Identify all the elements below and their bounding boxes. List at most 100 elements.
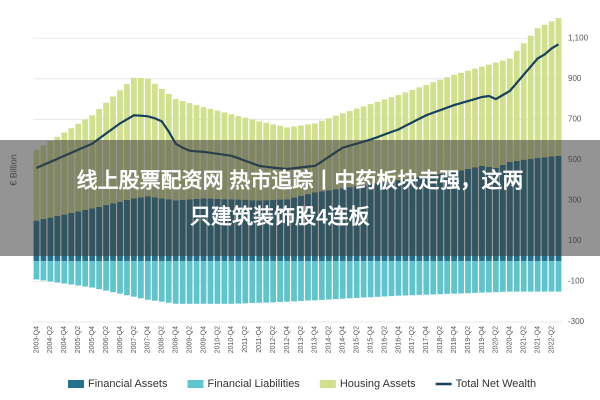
bar: [61, 261, 68, 284]
bar: [409, 261, 416, 296]
bar: [193, 261, 200, 304]
bar: [165, 261, 172, 303]
overlay-text: 只建筑装饰股4连板: [190, 205, 371, 229]
bar: [555, 18, 562, 156]
bar: [138, 261, 144, 299]
bar: [444, 77, 451, 174]
bar: [256, 261, 263, 303]
bar: [444, 261, 451, 294]
x-tick-label: 2014-Q2: [326, 326, 333, 353]
x-tick-label: 2004-Q2: [47, 326, 54, 353]
bar: [144, 261, 151, 300]
bar: [492, 62, 499, 168]
bar: [131, 77, 137, 199]
bar: [541, 261, 548, 292]
bar: [513, 50, 520, 161]
bar: [458, 261, 464, 294]
bar: [200, 261, 207, 304]
y-tick-label: 1,100: [568, 33, 589, 42]
legend-swatch: [319, 380, 336, 388]
bar: [423, 261, 430, 295]
x-tick-label: 2011-Q2: [242, 326, 249, 353]
bar: [263, 261, 270, 303]
x-tick-label: 2012-Q4: [284, 326, 291, 353]
x-tick-label: 2019-Q4: [479, 326, 486, 353]
bar: [527, 261, 534, 292]
x-tick-label: 2009-Q2: [186, 326, 193, 353]
bar: [298, 261, 304, 301]
x-tick-label: 2022-Q2: [548, 326, 555, 353]
y-tick-label: -300: [568, 317, 585, 326]
bar: [451, 74, 457, 173]
bar: [416, 261, 423, 295]
bar: [249, 261, 256, 303]
x-tick-label: 2010-Q4: [228, 326, 235, 353]
bar: [305, 261, 311, 301]
bar: [513, 261, 520, 292]
bar: [89, 261, 96, 288]
bar: [534, 261, 541, 292]
bar: [381, 261, 388, 297]
bar: [214, 261, 221, 304]
x-tick-label: 2008-Q2: [159, 326, 166, 353]
bar: [423, 84, 430, 177]
bar: [47, 261, 54, 282]
bar: [451, 261, 457, 294]
bar: [479, 261, 485, 293]
bar: [110, 261, 116, 293]
bar: [332, 261, 339, 300]
bar: [318, 261, 325, 300]
x-tick-label: 2016-Q2: [381, 326, 388, 353]
bar: [228, 261, 235, 304]
x-tick-label: 2020-Q2: [493, 326, 500, 353]
bar: [144, 78, 151, 197]
bar: [486, 64, 492, 167]
bar: [33, 261, 40, 280]
x-tick-label: 2015-Q2: [354, 326, 361, 353]
legend-swatch: [187, 380, 204, 388]
x-tick-label: 2019-Q2: [465, 326, 472, 353]
bar: [472, 68, 478, 168]
x-tick-label: 2021-Q2: [521, 326, 528, 353]
bar: [479, 66, 485, 166]
bar: [179, 261, 186, 304]
bar: [527, 35, 534, 159]
bar: [367, 261, 374, 298]
bar: [465, 261, 471, 294]
bar: [402, 261, 409, 296]
bar: [346, 261, 353, 299]
bar: [131, 261, 137, 297]
x-tick-label: 2014-Q4: [340, 326, 347, 353]
x-tick-label: 2009-Q4: [200, 326, 207, 353]
bar: [409, 89, 416, 179]
bar: [506, 261, 513, 292]
bar: [235, 261, 242, 304]
x-tick-label: 2007-Q2: [131, 326, 138, 353]
bar: [416, 87, 423, 178]
legend-label: Total Net Wealth: [456, 378, 537, 390]
bar: [437, 79, 444, 175]
bar: [548, 261, 555, 292]
x-tick-label: 2015-Q4: [367, 326, 374, 353]
bar: [374, 261, 381, 297]
bar: [520, 43, 527, 160]
x-tick-label: 2010-Q2: [214, 326, 221, 353]
x-tick-label: 2006-Q4: [117, 326, 124, 353]
x-tick-label: 2018-Q4: [451, 326, 458, 353]
bar: [486, 261, 492, 293]
bar: [117, 261, 123, 294]
bar: [75, 261, 82, 286]
x-tick-label: 2005-Q4: [89, 326, 96, 353]
x-tick-label: 2016-Q4: [395, 326, 402, 353]
bar: [353, 261, 360, 298]
x-tick-label: 2005-Q2: [75, 326, 82, 353]
x-tick-label: 2013-Q4: [312, 326, 319, 353]
overlay-banner: [0, 140, 600, 256]
legend-label: Housing Assets: [340, 378, 416, 390]
bar: [395, 261, 402, 296]
x-tick-label: 2012-Q2: [270, 326, 277, 353]
bar: [221, 261, 228, 304]
bar: [458, 72, 464, 171]
x-tick-label: 2003-Q4: [33, 326, 40, 353]
